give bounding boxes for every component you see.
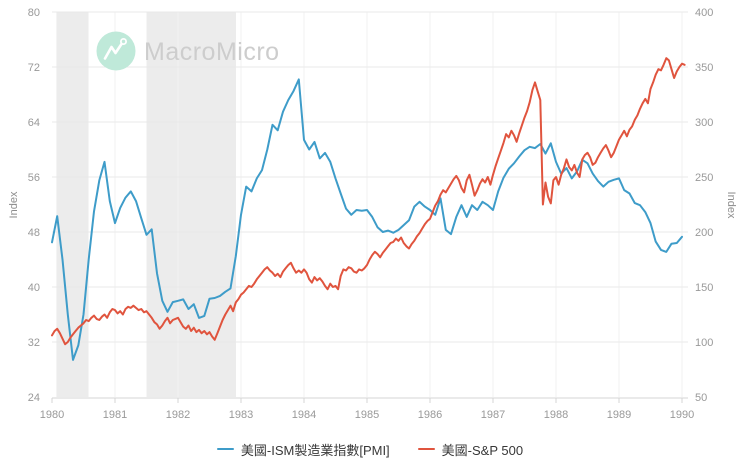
left-axis-tick-label: 56 (28, 172, 40, 184)
x-tick-label: 1983 (229, 409, 253, 421)
legend-line-sample-pmi (216, 448, 234, 450)
left-axis-tick-label: 80 (28, 7, 40, 19)
chart-legend: 美國-ISM製造業指數[PMI] 美國-S&P 500 (0, 440, 740, 458)
x-tick-label: 1988 (544, 409, 568, 421)
x-tick-label: 1989 (607, 409, 631, 421)
series-lines (51, 57, 686, 361)
x-tick-label: 1982 (166, 409, 190, 421)
right-axis-tick-label: 150 (695, 282, 713, 294)
x-tick-label: 1984 (292, 409, 316, 421)
logo-chartline-icon (103, 41, 124, 60)
left-axis-tick-label: 48 (28, 227, 40, 239)
x-tick-label: 1980 (40, 409, 64, 421)
axis-tick-labels: 1980 1981 1982 1983 1984 1985 1986 1987 1988 1989… (28, 7, 714, 421)
right-axis-tick-label: 100 (695, 337, 713, 349)
gridlines (52, 11, 688, 397)
right-axis-tick-label: 300 (695, 117, 713, 129)
left-axis-tick-label: 64 (28, 117, 40, 129)
right-axis-tick-label: 50 (695, 392, 707, 404)
right-axis-tick-label: 250 (695, 172, 713, 184)
left-axis-tick-label: 40 (28, 282, 40, 294)
series-line-sp500 (51, 57, 686, 346)
axes (51, 397, 688, 403)
x-tick-label: 1981 (103, 409, 127, 421)
x-tick-label: 1986 (418, 409, 442, 421)
left-axis-tick-label: 24 (28, 392, 40, 404)
right-axis-tick-label: 200 (695, 227, 713, 239)
legend-item-ism-pmi[interactable]: 美國-ISM製造業指數[PMI] (216, 440, 390, 459)
left-axis-tick-label: 32 (28, 337, 40, 349)
x-tick-label: 1987 (481, 409, 505, 421)
watermark-brand-text: MacroMicro (144, 38, 280, 66)
legend-label-sp500: 美國-S&P 500 (441, 442, 524, 458)
right-axis-tick-label: 350 (695, 62, 713, 74)
left-axis-tick-label: 72 (28, 62, 40, 74)
logo-endpoint-dot-icon (120, 38, 128, 46)
x-tick-label: 1990 (670, 409, 694, 421)
right-axis-tick-label: 400 (695, 7, 713, 19)
chart-canvas: MacroMicro 1980 1981 1982 1983 1984 1985 1986 1… (8, 7, 737, 421)
right-axis-title: Index (725, 192, 737, 219)
recession-band (146, 12, 236, 397)
recession-band (56, 12, 89, 397)
x-tick-label: 1985 (355, 409, 379, 421)
recession-bands (56, 12, 236, 397)
brand-watermark: MacroMicro (96, 31, 280, 71)
left-axis-title: Index (8, 191, 20, 218)
legend-item-sp500[interactable]: 美國-S&P 500 (417, 440, 524, 459)
legend-line-sample-sp500 (417, 448, 435, 450)
legend-label-ism-pmi: 美國-ISM製造業指數[PMI] (240, 442, 390, 458)
